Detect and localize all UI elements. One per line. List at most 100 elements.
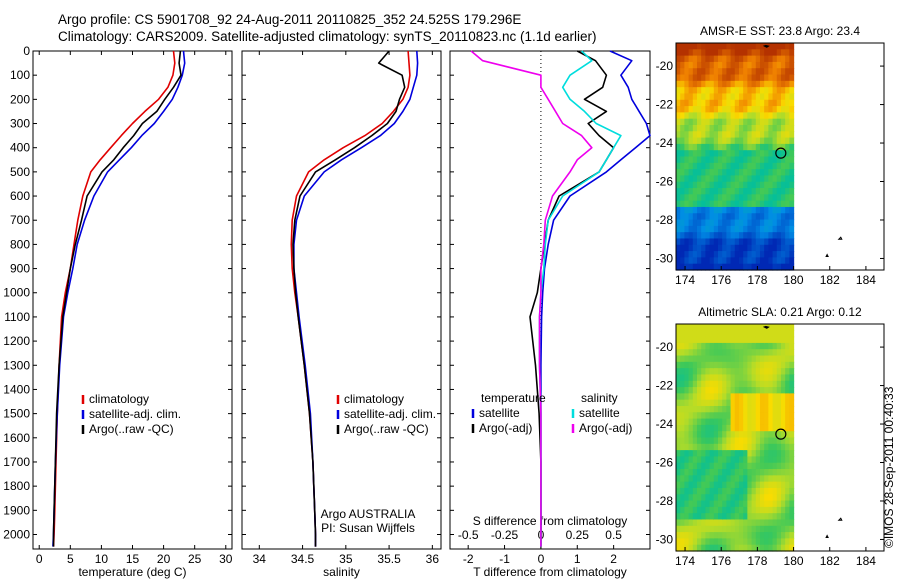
heatmap-cell: [688, 544, 694, 552]
heatmap-cell: [734, 156, 740, 164]
y-tick-label: 100: [10, 68, 30, 82]
heatmap-cell: [684, 143, 690, 151]
heatmap-cell: [780, 99, 786, 107]
heatmap-cell: [713, 213, 719, 221]
heatmap-cell: [684, 131, 690, 139]
heatmap-cell: [764, 80, 769, 88]
heatmap-cell: [751, 450, 757, 458]
heatmap-cell: [717, 150, 723, 158]
heatmap-cell: [743, 418, 748, 426]
heatmap-cell: [705, 188, 711, 195]
heatmap-cell: [676, 431, 681, 439]
heatmap-cell: [776, 169, 782, 177]
plot-frame-3: [449, 50, 651, 550]
heatmap-cell: [751, 538, 757, 546]
heatmap-cell: [785, 462, 790, 470]
heatmap-cell: [722, 361, 727, 369]
heatmap-cell: [789, 513, 795, 521]
heatmap-cell: [780, 194, 786, 202]
heatmap-cell: [688, 532, 694, 539]
heatmap-cell: [751, 181, 757, 189]
heatmap-cell: [709, 431, 715, 439]
heatmap-cell: [755, 61, 761, 69]
heatmap-cell: [696, 156, 702, 164]
heatmap-cell: [676, 156, 681, 164]
legend-label-sal: satellite-adj. clim.: [344, 407, 436, 421]
heatmap-cell: [776, 263, 782, 271]
heatmap-cell: [747, 355, 753, 363]
heatmap-cell: [676, 263, 681, 271]
heatmap-cell: [747, 206, 753, 214]
heatmap-cell: [768, 399, 774, 407]
heatmap-cell: [755, 106, 761, 113]
heatmap-cell: [747, 87, 753, 95]
heatmap-cell: [688, 462, 694, 470]
heatmap-cell: [684, 251, 690, 258]
heatmap-cell: [709, 494, 715, 502]
heatmap-cell: [743, 194, 748, 202]
heatmap-cell: [692, 361, 698, 369]
salinity-difference-line: [470, 50, 593, 547]
heatmap-cell: [755, 169, 761, 177]
heatmap-cell: [743, 263, 748, 271]
heatmap-cell: [738, 424, 744, 432]
heatmap-cell: [743, 487, 748, 495]
heatmap-cell: [705, 80, 711, 88]
heatmap-cell: [709, 257, 715, 265]
heatmap-cell: [722, 418, 727, 426]
heatmap-cell: [692, 181, 698, 189]
heatmap-cell: [768, 513, 774, 521]
heatmap-cell: [701, 431, 706, 439]
heatmap-cell: [785, 399, 790, 407]
heatmap-cell: [676, 219, 681, 227]
heatmap-cell: [785, 251, 790, 258]
heatmap-cell: [701, 112, 706, 120]
heatmap-cell: [789, 263, 795, 271]
heatmap-cell: [726, 87, 732, 95]
heatmap-cell: [776, 525, 782, 533]
heatmap-cell: [688, 513, 694, 521]
map-y-tick-label: -20: [656, 59, 674, 73]
heatmap-cell: [772, 431, 778, 439]
heatmap-cell: [734, 324, 740, 331]
heatmap-cell: [709, 342, 715, 350]
heatmap-cell: [772, 506, 778, 514]
heatmap-cell: [747, 437, 753, 445]
heatmap-cell: [764, 519, 769, 527]
heatmap-cell: [692, 519, 698, 527]
heatmap-cell: [676, 418, 681, 426]
heatmap-cell: [780, 519, 786, 527]
heatmap-cell: [743, 506, 748, 514]
y-tick-label: 700: [10, 213, 30, 227]
heatmap-cell: [738, 99, 744, 107]
heatmap-cell: [705, 519, 711, 527]
heatmap-cell: [759, 450, 765, 458]
heatmap-cell: [776, 156, 782, 164]
heatmap-cell: [696, 188, 702, 195]
heatmap-cell: [713, 437, 719, 445]
heatmap-cell: [730, 437, 736, 445]
heatmap-cell: [755, 506, 761, 514]
heatmap-cell: [722, 342, 727, 350]
heatmap-cell: [705, 481, 711, 489]
heatmap-cell: [709, 456, 715, 464]
heatmap-cell: [717, 525, 723, 533]
heatmap-cell: [701, 68, 706, 76]
heatmap-cell: [764, 55, 769, 63]
heatmap-cell: [717, 49, 723, 57]
heatmap-cell: [772, 238, 778, 246]
heatmap-cell: [722, 49, 727, 57]
heatmap-cell: [772, 124, 778, 132]
heatmap-cell: [713, 106, 719, 113]
heatmap-cell: [705, 74, 711, 82]
heatmap-cell: [709, 544, 715, 552]
heatmap-cell: [676, 330, 681, 338]
heatmap-cell: [717, 330, 723, 338]
heatmap-cell: [780, 418, 786, 426]
heatmap-cell: [780, 431, 786, 439]
heatmap-cell: [759, 487, 765, 495]
heatmap-cell: [772, 74, 778, 82]
heatmap-cell: [751, 494, 757, 502]
heatmap-cell: [738, 506, 744, 514]
heatmap-cell: [684, 200, 690, 208]
